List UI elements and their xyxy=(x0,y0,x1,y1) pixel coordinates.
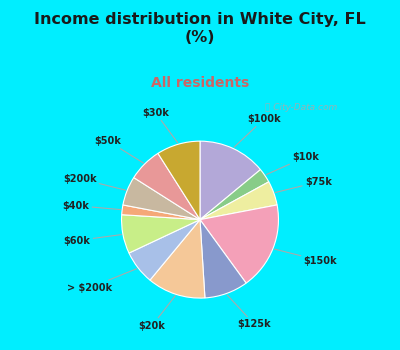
Text: $60k: $60k xyxy=(64,234,121,245)
Wedge shape xyxy=(134,153,200,220)
Wedge shape xyxy=(122,205,200,220)
Text: $40k: $40k xyxy=(62,201,120,211)
Wedge shape xyxy=(200,205,278,283)
Wedge shape xyxy=(123,177,200,220)
Text: $50k: $50k xyxy=(94,136,144,163)
Text: $125k: $125k xyxy=(227,295,271,329)
Text: $20k: $20k xyxy=(139,296,175,331)
Wedge shape xyxy=(200,182,277,220)
Text: Income distribution in White City, FL
(%): Income distribution in White City, FL (%… xyxy=(34,12,366,46)
Text: $150k: $150k xyxy=(274,249,337,266)
Text: > $200k: > $200k xyxy=(67,269,137,293)
Wedge shape xyxy=(158,141,200,220)
Wedge shape xyxy=(200,141,260,220)
Text: $100k: $100k xyxy=(234,114,281,147)
Wedge shape xyxy=(150,220,205,298)
Text: $75k: $75k xyxy=(275,177,332,192)
Wedge shape xyxy=(122,215,200,253)
Text: All residents: All residents xyxy=(151,76,249,90)
Text: ⓘ City-Data.com: ⓘ City-Data.com xyxy=(265,104,337,112)
Text: $10k: $10k xyxy=(266,152,319,175)
Text: $30k: $30k xyxy=(142,108,178,143)
Wedge shape xyxy=(129,220,200,280)
Wedge shape xyxy=(200,170,269,220)
Text: $200k: $200k xyxy=(63,174,126,190)
Wedge shape xyxy=(200,220,246,298)
